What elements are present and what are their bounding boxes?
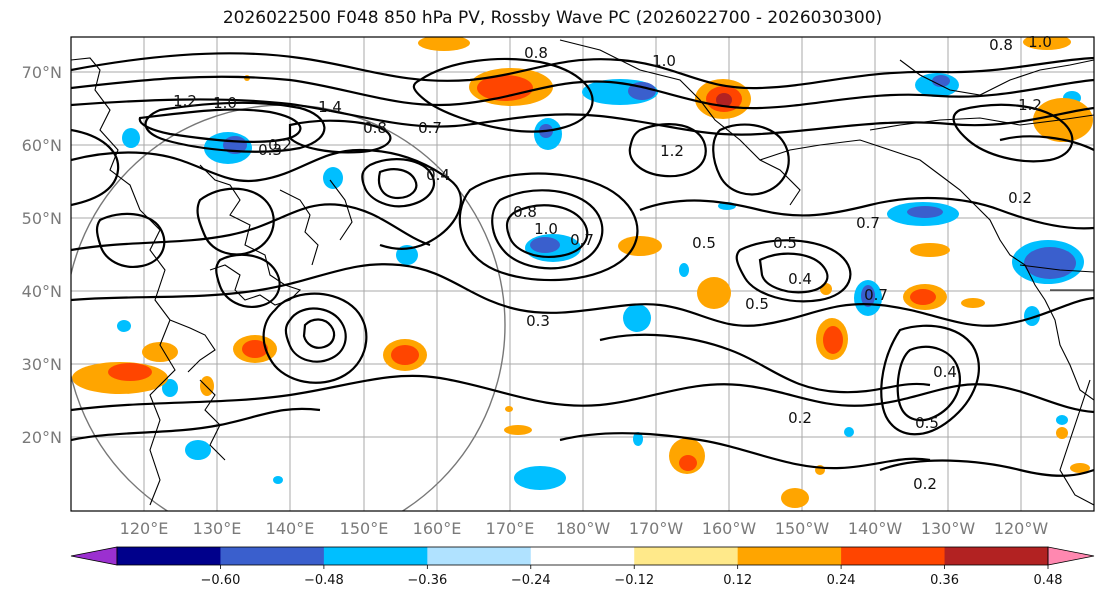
lon-tick-label: 160°E (413, 519, 462, 538)
lat-tick-label: 40°N (22, 282, 62, 301)
contour-label: 0.7 (570, 231, 594, 249)
contour-label: 1.2 (1018, 96, 1042, 114)
negative-anomaly-shading (117, 73, 1084, 490)
coastlines (71, 39, 1094, 506)
colorbar-segment (634, 547, 739, 565)
contour-label: 0.2 (788, 409, 812, 427)
colorbar-tick-label: −0.36 (407, 573, 447, 588)
contour-label: 0.8 (363, 119, 387, 137)
lon-tick-label: 120°W (994, 519, 1049, 538)
colorbar-segment (427, 547, 532, 565)
chart-title: 2026022500 F048 850 hPa PV, Rossby Wave … (222, 8, 883, 28)
contour-label: 0.4 (426, 166, 450, 184)
lon-tick-label: 170°E (486, 519, 535, 538)
colorbar-tick-label: −0.48 (304, 573, 344, 588)
lon-tick-label: 180°W (556, 519, 611, 538)
contour-label: 1.0 (534, 220, 558, 238)
lon-tick-label: 120°E (120, 519, 169, 538)
contour-label: 1.0 (213, 94, 237, 112)
colorbar-segment (220, 547, 325, 565)
colorbar-segment (841, 547, 946, 565)
contour-label: 1.0 (1028, 33, 1052, 51)
contour-label: 0.8 (513, 203, 537, 221)
latitude-labels: 70°N 60°N 50°N 40°N 30°N 20°N (22, 63, 62, 447)
contour-label: 0.2 (1008, 189, 1032, 207)
colorbar-segment (737, 547, 842, 565)
colorbar-segment (117, 547, 221, 565)
colorbar-tick-label: −0.60 (201, 573, 241, 588)
lat-tick-label: 70°N (22, 63, 62, 82)
colorbar: −0.60 −0.48 −0.36 −0.24 −0.12 0.12 0.24 0.36 0.4… (70, 546, 1095, 588)
lat-tick-label: 30°N (22, 355, 62, 374)
contour-label: 0.5 (915, 414, 939, 432)
colorbar-tick-label: −0.24 (511, 573, 551, 588)
contour-label: 1.0 (652, 52, 676, 70)
contour-label: 0.4 (788, 270, 812, 288)
contour-label: 0.2 (268, 136, 292, 154)
lat-tick-label: 50°N (22, 209, 62, 228)
contour-label: 1.4 (318, 98, 342, 116)
colorbar-segment (323, 547, 428, 565)
colorbar-tick-label: 0.24 (827, 573, 856, 588)
lon-tick-label: 150°E (340, 519, 389, 538)
lon-tick-label: 130°W (921, 519, 976, 538)
contour-label: 0.2 (913, 475, 937, 493)
longitude-labels: 120°E 130°E 140°E 150°E 160°E 170°E 180°W 170°W… (120, 519, 1049, 538)
contour-label: 0.7 (418, 119, 442, 137)
contour-label: 0.5 (773, 234, 797, 252)
contour-label: 0.3 (258, 141, 282, 159)
colorbar-segment (530, 547, 635, 565)
contour-label: 1.2 (660, 142, 684, 160)
colorbar-extend-high (1047, 546, 1095, 566)
positive-anomaly-shading (72, 37, 1093, 508)
contour-label: 0.7 (856, 214, 880, 232)
lon-tick-label: 140°W (848, 519, 903, 538)
contour-label: 0.8 (524, 44, 548, 62)
colorbar-tick-label: 0.48 (1034, 573, 1063, 588)
contour-label: 0.8 (989, 36, 1013, 54)
lat-tick-label: 20°N (22, 428, 62, 447)
contour-label: 0.3 (526, 312, 550, 330)
colorbar-tick-label: 0.36 (930, 573, 959, 588)
lon-tick-label: 170°W (629, 519, 684, 538)
colorbar-segment (944, 547, 1049, 565)
contour-label: 0.5 (745, 295, 769, 313)
colorbar-extend-low (70, 546, 118, 566)
lon-tick-label: 130°E (193, 519, 242, 538)
colorbar-tick-label: 0.12 (723, 573, 752, 588)
lon-tick-label: 160°W (702, 519, 757, 538)
contour-label: 1.2 (173, 92, 197, 110)
colorbar-tick-label: −0.12 (614, 573, 654, 588)
contour-label: 0.7 (864, 286, 888, 304)
contour-labels: 1.41.2 1.00.8 0.70.30.20.41.00.80.71.20.7 0… (173, 33, 1052, 493)
lon-tick-label: 150°W (775, 519, 830, 538)
lat-tick-label: 60°N (22, 136, 62, 155)
contour-label: 0.5 (692, 234, 716, 252)
lon-tick-label: 140°E (266, 519, 315, 538)
contour-label: 0.4 (933, 363, 957, 381)
